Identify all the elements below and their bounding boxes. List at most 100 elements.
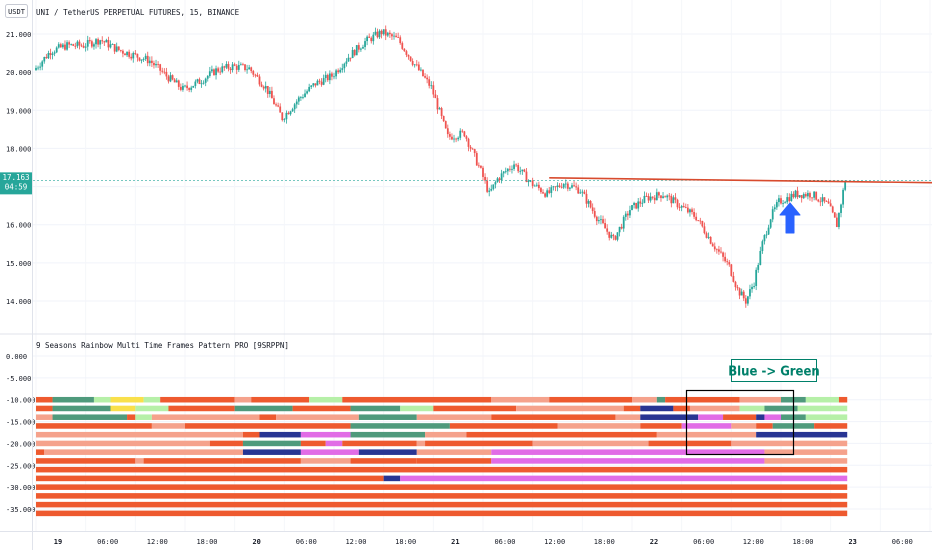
candle (453, 134, 455, 143)
candle (159, 63, 162, 76)
time-tick-label: 12:00 (544, 538, 565, 546)
candle (403, 48, 406, 52)
candle (196, 78, 199, 84)
candle (475, 151, 478, 166)
time-tick-label: 19 (54, 538, 62, 546)
candle (80, 43, 83, 48)
rainbow-segment (36, 431, 243, 438)
currency-badge[interactable]: USDT (5, 4, 28, 18)
candle (672, 195, 675, 204)
candle (436, 95, 439, 114)
rainbow-segment (350, 423, 450, 429)
candle (105, 38, 108, 43)
candle (511, 165, 513, 174)
candle (231, 61, 234, 73)
candle (324, 71, 327, 83)
candle (455, 137, 457, 143)
candle (35, 65, 37, 71)
candle (457, 136, 460, 142)
rainbow-row (36, 458, 848, 464)
candle (730, 263, 733, 277)
candle (124, 52, 126, 56)
candle (357, 42, 360, 53)
candle (211, 65, 213, 74)
candle (326, 73, 329, 82)
candle (755, 267, 758, 291)
candle (515, 163, 518, 168)
candle (494, 180, 497, 189)
rainbow-segment (557, 423, 641, 429)
candle (707, 232, 710, 240)
candle (138, 57, 141, 62)
time-tick-label: 12:00 (345, 538, 366, 546)
time-tick-label: 06:00 (494, 538, 515, 546)
candle (128, 49, 131, 59)
candle (577, 184, 580, 195)
candle (333, 72, 335, 80)
candle (771, 206, 774, 223)
candle (244, 64, 246, 72)
candle (233, 62, 236, 67)
candle (811, 197, 813, 202)
candle (237, 60, 240, 72)
rainbow-bars[interactable] (36, 396, 848, 517)
rainbow-segment (300, 449, 359, 455)
candle (426, 74, 429, 84)
candle (775, 199, 778, 210)
candle (285, 110, 288, 124)
candle (376, 28, 379, 39)
candle (546, 188, 549, 198)
rainbow-segment (52, 405, 111, 412)
candle (316, 79, 319, 86)
highlight-box (685, 389, 795, 456)
candle (422, 69, 424, 77)
rainbow-segment (168, 405, 235, 412)
candle (629, 205, 631, 219)
candle (165, 67, 168, 80)
candle (362, 44, 364, 49)
candle (817, 198, 820, 203)
price-tick-label: 15.000 (6, 260, 31, 268)
candle (506, 168, 509, 176)
indicator-tick-label: -5.000 (6, 375, 31, 383)
rainbow-row (36, 493, 848, 499)
candle (678, 203, 681, 211)
candle (732, 271, 735, 283)
candle (430, 81, 433, 90)
rainbow-segment (350, 431, 426, 438)
candle (773, 204, 776, 212)
candle (463, 130, 466, 138)
rainbow-segment (640, 405, 674, 412)
rainbow-segment (656, 396, 666, 403)
annotation-callout[interactable]: Blue -> Green (728, 359, 820, 382)
price-tick-label: 18.000 (6, 145, 31, 153)
indicator-tick-label: -30.000 (6, 484, 36, 492)
candle (809, 191, 811, 201)
candle (589, 199, 592, 209)
candle (558, 183, 561, 188)
rainbow-segment (416, 458, 492, 464)
candle (674, 193, 677, 204)
candle (88, 37, 91, 44)
candle (542, 189, 544, 195)
resistance-trendline[interactable] (549, 176, 932, 185)
candle (103, 40, 106, 46)
candle (666, 194, 669, 202)
candle (829, 199, 832, 207)
candle (287, 111, 290, 115)
annotation-text: Blue -> Green (728, 365, 820, 380)
candle (107, 36, 110, 51)
candle (715, 248, 718, 254)
candle (831, 205, 834, 214)
rainbow-segment (416, 449, 492, 455)
candle (842, 187, 844, 208)
candle (670, 193, 673, 208)
rainbow-segment (648, 440, 732, 447)
candlestick-series[interactable] (35, 25, 847, 308)
candle (339, 67, 342, 74)
candle (798, 195, 801, 198)
candle (225, 61, 228, 70)
rainbow-segment (739, 405, 765, 412)
candle (283, 118, 286, 123)
